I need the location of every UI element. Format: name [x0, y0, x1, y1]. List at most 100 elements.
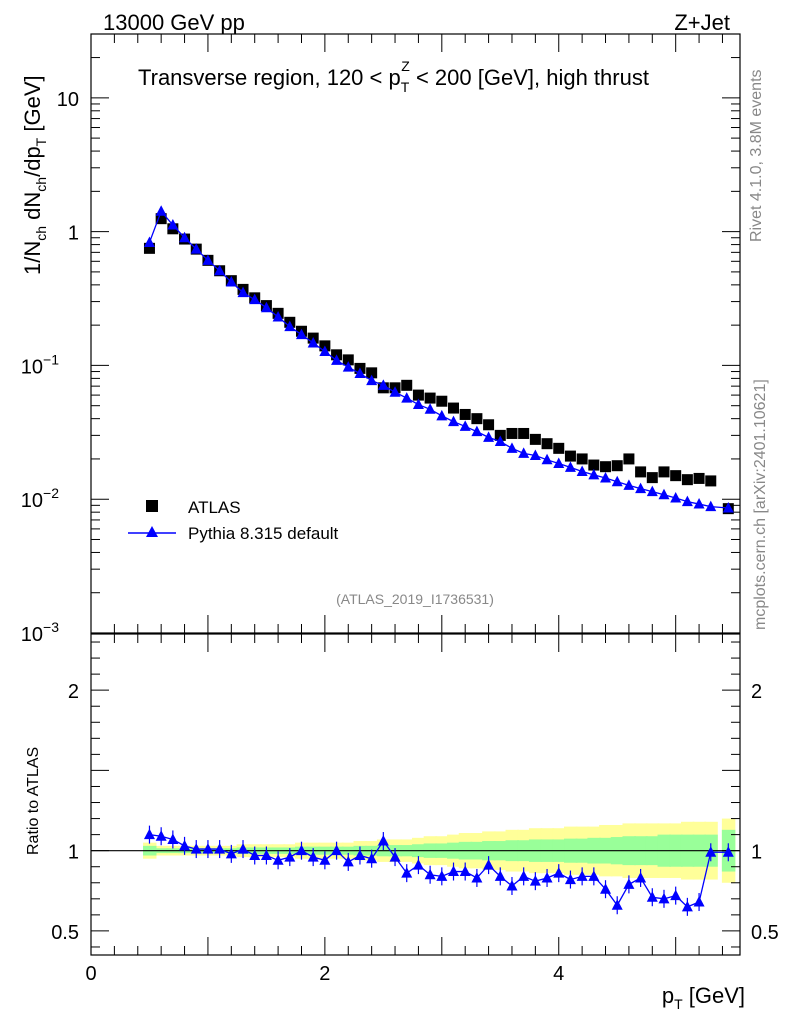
ratio-data-point — [214, 843, 226, 854]
ratio-data-point — [529, 875, 541, 886]
atlas-data-point — [553, 442, 565, 454]
pythia-data-point — [225, 276, 237, 287]
pythia-data-point — [284, 320, 296, 332]
ratio-data-point — [412, 859, 424, 870]
ratio-data-point — [658, 892, 670, 904]
main-y-tick-label: 10−3 — [21, 619, 59, 646]
pythia-data-point — [272, 311, 284, 322]
main-y-tick-label: 1 — [68, 223, 79, 245]
pythia-data-point — [722, 501, 734, 513]
ratio-data-point — [471, 871, 483, 883]
pythia-data-point — [705, 500, 717, 512]
ratio-data-point — [202, 843, 214, 854]
atlas-data-point — [143, 242, 155, 254]
ratio-y-tick-label-right: 1 — [751, 842, 762, 864]
main-panel-frame — [90, 33, 741, 634]
ratio-data-point — [670, 889, 682, 901]
ratio-data-point — [693, 896, 705, 907]
chart-title: Transverse region, 120 < pTZ < 200 [GeV]… — [138, 58, 649, 95]
pythia-data-point — [190, 243, 202, 254]
chart-title-suffix: < 200 [GeV], high thrust — [410, 65, 649, 90]
ratio-data-point — [424, 868, 436, 880]
xlabel-p: p — [662, 983, 674, 1008]
atlas-data-point — [494, 429, 506, 441]
atlas-data-point — [646, 472, 658, 484]
pythia-data-point — [494, 435, 506, 446]
atlas-data-point — [506, 427, 518, 439]
ratio-data-point — [722, 846, 734, 857]
ratio-y-tick-label-left: 0.5 — [51, 922, 79, 944]
ratio-data-point — [167, 833, 179, 844]
atlas-data-point — [541, 438, 553, 450]
ratio-data-point — [401, 867, 413, 878]
ratio-data-point — [143, 828, 155, 840]
ratio-data-point — [459, 865, 471, 877]
ratio-data-point — [249, 849, 261, 860]
atlas-data-point — [693, 472, 705, 484]
pythia-data-point — [295, 328, 307, 340]
ratio-pythia-series — [143, 825, 734, 916]
main-y-tick-label: 10−1 — [21, 351, 59, 378]
atlas-data-point — [518, 427, 530, 439]
ratio-data-point — [541, 871, 553, 883]
xlabel-sub-t: T — [674, 996, 683, 1012]
legend-pythia-label: Pythia 8.315 default — [188, 524, 339, 543]
ratio-data-point — [307, 851, 319, 862]
ratio-data-point — [179, 839, 191, 851]
pythia-data-point — [658, 488, 670, 500]
ratio-data-point — [553, 867, 565, 878]
pythia-data-point — [377, 379, 389, 390]
ylabel-part-4: [GeV] — [20, 75, 45, 137]
pythia-data-point — [518, 447, 530, 458]
pythia-data-point — [564, 461, 576, 472]
ratio-data-point — [272, 854, 284, 865]
pythia-data-point — [237, 286, 249, 298]
ratio-data-point — [225, 847, 237, 859]
pythia-data-point — [424, 403, 436, 414]
ratio-data-point — [342, 855, 354, 867]
atlas-data-point — [471, 413, 483, 425]
pythia-data-point — [167, 219, 179, 230]
ylabel-sub-ch-2: ch — [33, 177, 49, 192]
ylabel-sub-t: T — [33, 137, 49, 146]
pythia-data-point — [155, 205, 167, 216]
pythia-data-point — [670, 492, 682, 503]
pythia-data-point — [483, 431, 495, 442]
pythia-data-point — [260, 301, 272, 313]
atlas-data-point — [483, 419, 495, 431]
ratio-panel-frame — [90, 633, 741, 956]
ratio-data-point — [284, 851, 296, 862]
pythia-data-point — [401, 392, 413, 403]
ratio-x-axis: 0 2 4 — [85, 634, 723, 985]
atlas-data-point — [635, 466, 647, 478]
pythia-data-point — [214, 264, 226, 276]
ratio-data-point — [646, 891, 658, 902]
ratio-data-point — [366, 852, 378, 864]
x-axis-label: pT [GeV] — [662, 983, 745, 1012]
pythia-data-point — [436, 409, 448, 421]
pythia-data-point — [623, 479, 635, 490]
chart-title-superscript: Z — [401, 58, 410, 74]
pythia-data-point — [529, 449, 541, 461]
atlas-data-point — [448, 402, 460, 414]
ratio-data-point — [494, 870, 506, 881]
ratio-data-point — [155, 830, 167, 841]
ratio-y-tick-label-left: 2 — [68, 681, 79, 703]
main-y-tick-label: 10 — [57, 89, 79, 111]
ratio-y-tick-label-right: 2 — [751, 681, 762, 703]
ylabel-part-3: /dp — [20, 146, 45, 177]
pythia-data-point — [681, 495, 693, 507]
pythia-data-point — [366, 374, 378, 386]
atlas-data-point — [670, 470, 682, 482]
pythia-data-point — [553, 457, 565, 468]
ratio-data-point — [681, 900, 693, 912]
pythia-data-point — [646, 485, 658, 497]
ratio-y-axis: 2 2 1 1 0.5 0.5 — [51, 641, 779, 948]
atlas-data-point — [588, 459, 600, 471]
ratio-data-point — [623, 878, 635, 889]
ratio-y-tick-label-right: 0.5 — [751, 922, 779, 944]
header-right-label: Z+Jet — [674, 10, 730, 35]
atlas-data-point — [564, 450, 576, 462]
ratio-data-point — [506, 879, 518, 891]
